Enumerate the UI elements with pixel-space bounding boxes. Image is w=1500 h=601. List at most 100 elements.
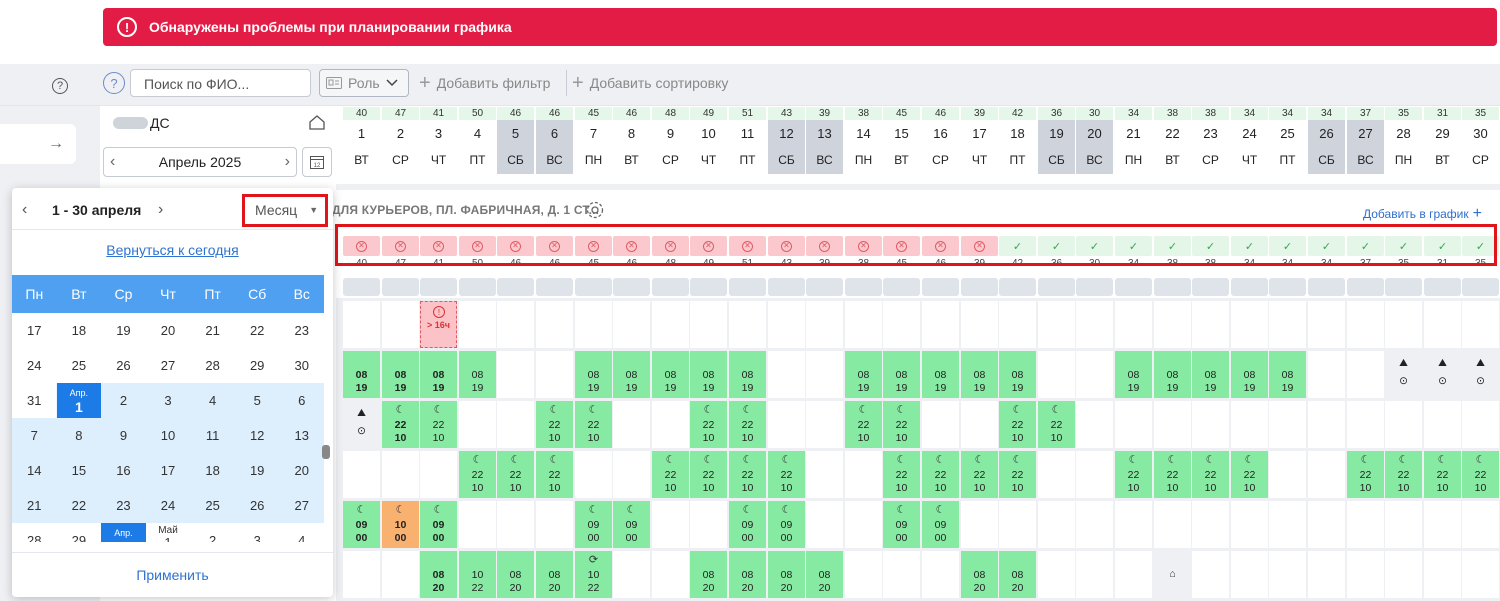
schedule-cell[interactable] bbox=[768, 301, 805, 348]
schedule-cell[interactable] bbox=[961, 301, 998, 348]
schedule-cell[interactable] bbox=[1308, 501, 1345, 548]
calendar-button[interactable]: 12 bbox=[302, 147, 332, 177]
day-cell[interactable]: 29 bbox=[71, 533, 87, 542]
schedule-cell[interactable] bbox=[343, 451, 380, 498]
shift-cell[interactable]: ☾ 22 10 bbox=[536, 451, 573, 498]
day-cell[interactable]: 26 bbox=[116, 358, 131, 373]
day-cell[interactable]: 15 bbox=[71, 463, 87, 478]
shift-cell[interactable]: ☾ 22 10 bbox=[922, 451, 959, 498]
scrollbar[interactable] bbox=[326, 318, 332, 543]
schedule-cell[interactable] bbox=[343, 301, 380, 348]
schedule-cell[interactable] bbox=[1038, 501, 1075, 548]
shift-cell[interactable]: 08 20 bbox=[420, 551, 457, 598]
day-cell[interactable]: 17 bbox=[160, 463, 176, 478]
day-cell[interactable]: 8 bbox=[75, 428, 83, 443]
day-cell[interactable]: 21 bbox=[27, 498, 42, 513]
schedule-cell[interactable] bbox=[382, 551, 419, 598]
shift-cell[interactable]: 08 20 bbox=[729, 551, 766, 598]
shift-cell[interactable]: ☾ 22 10 bbox=[1462, 451, 1499, 498]
schedule-cell[interactable] bbox=[768, 351, 805, 398]
schedule-cell[interactable] bbox=[1231, 501, 1268, 548]
schedule-cell[interactable] bbox=[1462, 551, 1499, 598]
day-cell[interactable]: 27 bbox=[160, 358, 176, 373]
day-cell[interactable]: 28 bbox=[205, 358, 220, 373]
day-cell[interactable]: 18 bbox=[205, 463, 220, 478]
schedule-cell[interactable] bbox=[497, 301, 534, 348]
schedule-cell[interactable] bbox=[999, 301, 1036, 348]
schedule-cell[interactable] bbox=[768, 401, 805, 448]
shift-cell[interactable]: 08 19 bbox=[1115, 351, 1152, 398]
day-cell[interactable]: 7 bbox=[30, 428, 38, 443]
day-cell[interactable]: 5 bbox=[253, 393, 261, 408]
schedule-cell[interactable] bbox=[1076, 451, 1113, 498]
shift-cell[interactable]: ☾ 22 10 bbox=[1192, 451, 1229, 498]
schedule-cell[interactable] bbox=[883, 301, 920, 348]
shift-cell[interactable]: 08 19 bbox=[690, 351, 727, 398]
schedule-cell[interactable] bbox=[845, 551, 882, 598]
month-label[interactable]: Апрель 2025 bbox=[158, 154, 242, 170]
shift-cell[interactable]: 08 19 bbox=[1192, 351, 1229, 398]
shift-cell[interactable]: 08 20 bbox=[536, 551, 573, 598]
day-cell[interactable]: 25 bbox=[205, 498, 220, 513]
day-cell[interactable]: Апр. 30 bbox=[101, 523, 146, 542]
schedule-cell[interactable] bbox=[1115, 501, 1152, 548]
shift-cell[interactable]: ☾ 09 00 bbox=[420, 501, 457, 548]
chevron-right-icon[interactable]: › bbox=[284, 153, 290, 170]
shift-cell[interactable]: ☾ 22 10 bbox=[729, 401, 766, 448]
shift-cell[interactable]: 08 19 bbox=[343, 351, 380, 398]
shift-cell[interactable]: ☾ 22 10 bbox=[1231, 451, 1268, 498]
shift-cell[interactable]: ☾ 22 10 bbox=[1385, 451, 1422, 498]
schedule-cell[interactable] bbox=[382, 451, 419, 498]
schedule-cell[interactable] bbox=[845, 501, 882, 548]
shift-cell[interactable]: ☾ 22 10 bbox=[999, 401, 1036, 448]
schedule-cell[interactable] bbox=[536, 501, 573, 548]
schedule-cell[interactable] bbox=[497, 401, 534, 448]
day-cell[interactable]: 2 bbox=[119, 393, 128, 408]
day-cell[interactable]: 4 bbox=[208, 393, 217, 408]
schedule-cell[interactable] bbox=[883, 551, 920, 598]
shift-cell[interactable]: ☾ 22 10 bbox=[883, 401, 920, 448]
schedule-cell[interactable] bbox=[690, 301, 727, 348]
schedule-cell[interactable] bbox=[922, 301, 959, 348]
schedule-cell[interactable] bbox=[690, 501, 727, 548]
day-cell[interactable]: 20 bbox=[160, 323, 176, 338]
expand-arrow-icon[interactable]: → bbox=[0, 124, 76, 164]
day-cell[interactable]: 16 bbox=[116, 463, 131, 478]
gear-icon[interactable] bbox=[585, 200, 605, 220]
schedule-cell[interactable] bbox=[1269, 551, 1306, 598]
shift-cell[interactable]: 10 22 bbox=[459, 551, 496, 598]
shift-cell[interactable]: 08 19 bbox=[613, 351, 650, 398]
chevron-left-icon[interactable]: ‹ bbox=[22, 201, 28, 218]
schedule-cell[interactable] bbox=[1347, 301, 1384, 348]
schedule-cell[interactable] bbox=[1269, 451, 1306, 498]
day-cell[interactable]: 24 bbox=[160, 498, 176, 513]
day-cell[interactable]: 3 bbox=[164, 393, 172, 408]
shift-cell[interactable]: ☾ 22 10 bbox=[961, 451, 998, 498]
home-icon[interactable] bbox=[308, 113, 326, 131]
shift-cell[interactable]: 08 19 bbox=[1231, 351, 1268, 398]
shift-cell[interactable]: 08 19 bbox=[575, 351, 612, 398]
schedule-cell[interactable] bbox=[652, 551, 689, 598]
day-cell[interactable]: 18 bbox=[71, 323, 87, 338]
shift-cell[interactable]: ☾ 22 10 bbox=[420, 401, 457, 448]
schedule-cell[interactable] bbox=[1424, 401, 1461, 448]
day-cell[interactable]: 14 bbox=[27, 463, 42, 478]
day-cell[interactable]: 9 bbox=[119, 428, 128, 443]
schedule-cell[interactable] bbox=[1424, 501, 1461, 548]
shift-cell[interactable]: ☾ 22 10 bbox=[536, 401, 573, 448]
day-cell[interactable]: 28 bbox=[27, 533, 42, 542]
shift-cell[interactable]: ☾ 22 10 bbox=[1154, 451, 1191, 498]
help-icon[interactable]: ? bbox=[103, 72, 125, 94]
schedule-cell[interactable] bbox=[1424, 301, 1461, 348]
schedule-cell[interactable] bbox=[613, 401, 650, 448]
add-sort-button[interactable]: + Добавить сортировку bbox=[572, 69, 728, 97]
vacation-cell[interactable]: ⛰ ⊙ bbox=[1462, 351, 1499, 398]
department-selector[interactable]: ДС bbox=[103, 107, 332, 138]
shift-cell[interactable]: 08 19 bbox=[420, 351, 457, 398]
shift-cell[interactable]: ☾ 22 10 bbox=[845, 401, 882, 448]
day-cell[interactable]: 13 bbox=[294, 428, 309, 443]
schedule-cell[interactable] bbox=[1424, 551, 1461, 598]
schedule-cell[interactable] bbox=[1308, 451, 1345, 498]
day-cell[interactable]: 4 bbox=[298, 533, 306, 542]
schedule-cell[interactable] bbox=[845, 301, 882, 348]
